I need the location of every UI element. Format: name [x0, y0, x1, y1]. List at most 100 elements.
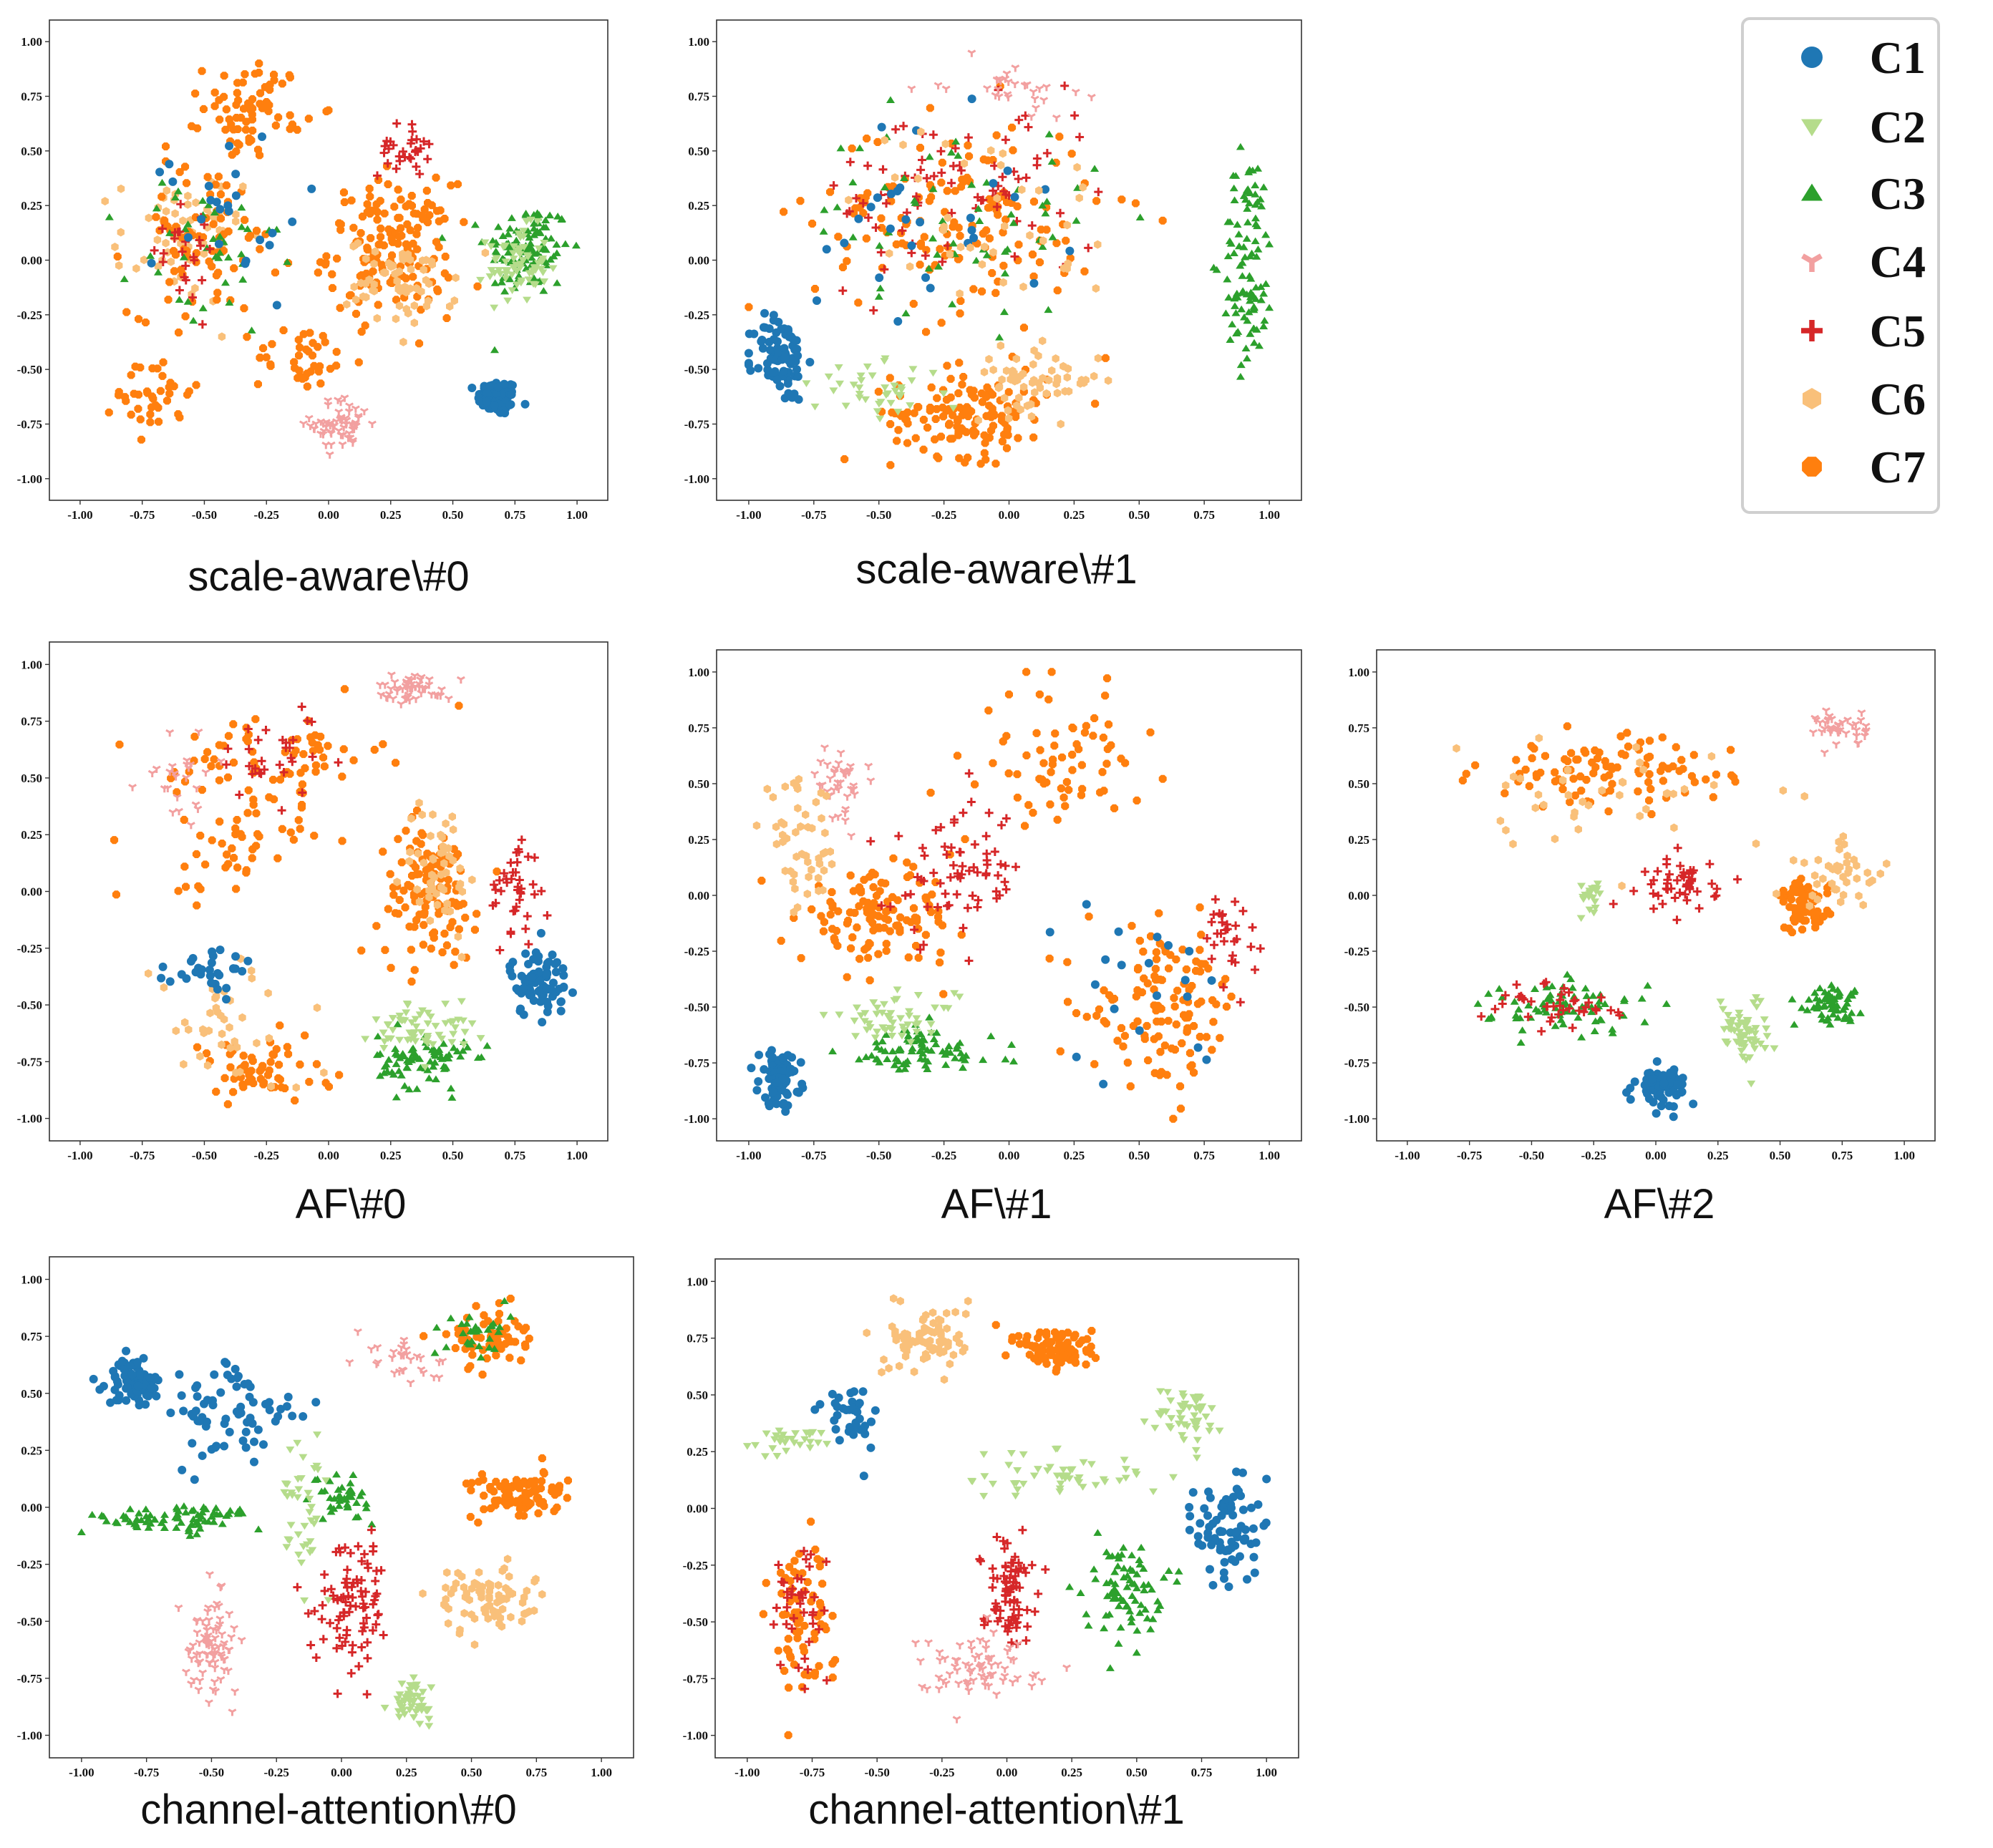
scatter-point-c5	[963, 903, 972, 913]
scatter-point-c5	[281, 743, 291, 752]
scatter-point-c7	[379, 847, 387, 856]
scatter-point-c7	[1541, 752, 1549, 760]
scatter-point-c7	[349, 756, 358, 764]
scatter-point-c5	[275, 760, 284, 769]
scatter-point-c6	[996, 341, 1004, 350]
scatter-point-c3	[237, 203, 246, 211]
scatter-point-c5	[871, 223, 881, 232]
scatter-point-c7	[1168, 1044, 1176, 1053]
scatter-point-c5	[346, 1668, 356, 1678]
scatter-point-c3	[218, 1519, 227, 1527]
scatter-point-c1	[1144, 958, 1153, 968]
scatter-point-c2	[409, 1698, 419, 1705]
scatter-point-c1	[220, 1441, 229, 1451]
scatter-point-c3	[917, 1039, 926, 1046]
scatter-point-c5	[335, 1633, 344, 1643]
scatter-point-c1	[517, 971, 526, 981]
scatter-point-c1	[122, 1346, 131, 1356]
scatter-point-c7	[1801, 916, 1810, 925]
scatter-point-c3	[500, 287, 510, 295]
scatter-point-c3	[225, 298, 234, 306]
scatter-points	[101, 59, 581, 459]
scatter-point-c2	[402, 1009, 411, 1017]
scatter-point-c3	[819, 228, 828, 235]
scatter-point-c5	[1246, 942, 1256, 951]
scatter-point-c5	[1710, 892, 1719, 901]
scatter-point-c1	[210, 1370, 219, 1379]
scatter-point-c2	[283, 1536, 293, 1544]
scatter-point-c6	[153, 235, 162, 245]
scatter-point-c7	[212, 271, 220, 280]
scatter-point-c1	[916, 218, 925, 227]
scatter-point-c7	[1101, 691, 1110, 700]
scatter-point-c4	[1841, 730, 1851, 738]
scatter-point-c2	[300, 1522, 309, 1530]
scatter-point-c2	[897, 386, 906, 394]
scatter-point-c6	[1636, 758, 1644, 767]
scatter-point-c3	[1231, 309, 1241, 316]
scatter-point-c6	[1800, 858, 1808, 867]
scatter-point-c7	[1702, 775, 1710, 784]
scatter-point-c3	[77, 1528, 86, 1536]
scatter-point-c4	[1002, 70, 1012, 78]
scatter-point-c5	[358, 1626, 367, 1635]
scatter-point-c3	[1257, 202, 1266, 210]
scatter-point-c7	[515, 1504, 524, 1513]
y-tick-label: -0.75	[17, 1055, 42, 1069]
scatter-point-c7	[531, 1477, 540, 1485]
scatter-point-c2	[1725, 1025, 1734, 1033]
scatter-point-c7	[957, 930, 966, 939]
scatter-point-c1	[268, 228, 277, 238]
scatter-point-c2	[427, 1684, 436, 1692]
scatter-point-c1	[873, 193, 882, 203]
scatter-point-c3	[1828, 996, 1838, 1003]
scatter-point-c2	[890, 997, 899, 1004]
scatter-point-c7	[338, 772, 346, 781]
scatter-point-c5	[508, 867, 518, 877]
scatter-point-c7	[314, 268, 322, 277]
scatter-point-c2	[446, 1018, 455, 1026]
scatter-point-c7	[1197, 930, 1206, 939]
scatter-point-c4	[934, 82, 943, 89]
scatter-point-c5	[495, 876, 504, 885]
scatter-point-c7	[903, 858, 911, 867]
scatter-point-c5	[936, 879, 945, 888]
scatter-point-c7	[294, 336, 303, 344]
scatter-point-c7	[335, 1071, 344, 1079]
scatter-point-c5	[1581, 1003, 1591, 1012]
scatter-point-c7	[1571, 791, 1579, 799]
scatter-point-c7	[503, 1501, 511, 1509]
scatter-point-c1	[784, 1069, 793, 1078]
scatter-point-c6	[218, 332, 226, 341]
scatter-point-c3	[384, 1056, 394, 1063]
scatter-point-c7	[319, 753, 328, 762]
scatter-point-c4	[217, 1650, 226, 1658]
panel-caption: AF\#2	[1604, 1181, 1715, 1227]
scatter-point-c2	[412, 1708, 421, 1716]
scatter-point-c5	[1011, 862, 1020, 872]
scatter-point-c4	[210, 1664, 220, 1673]
scatter-point-c2	[467, 1020, 477, 1028]
scatter-point-c4	[367, 420, 377, 428]
scatter-point-c3	[209, 235, 218, 242]
scatter-point-c6	[362, 293, 370, 302]
scatter-point-c6	[1839, 832, 1847, 841]
scatter-point-c3	[1566, 975, 1576, 983]
scatter-point-c7	[1645, 736, 1654, 745]
scatter-point-c5	[257, 757, 266, 766]
scatter-point-c4	[425, 681, 434, 689]
scatter-point-c6	[886, 249, 893, 258]
scatter-point-c1	[787, 334, 797, 343]
y-tick-label: 0.75	[688, 90, 709, 104]
y-tick-label: 0.00	[21, 885, 42, 899]
scatter-point-c6	[1079, 183, 1087, 192]
scatter-point-c4	[437, 686, 446, 694]
scatter-point-c3	[934, 263, 943, 270]
scatter-point-c4	[444, 695, 453, 704]
scatter-point-c1	[206, 195, 215, 205]
scatter-point-c2	[516, 279, 525, 287]
scatter-point-c6	[790, 779, 798, 788]
scatter-point-c5	[334, 1544, 344, 1553]
scatter-point-c3	[1246, 330, 1255, 337]
y-tick-label: 0.00	[688, 254, 709, 268]
